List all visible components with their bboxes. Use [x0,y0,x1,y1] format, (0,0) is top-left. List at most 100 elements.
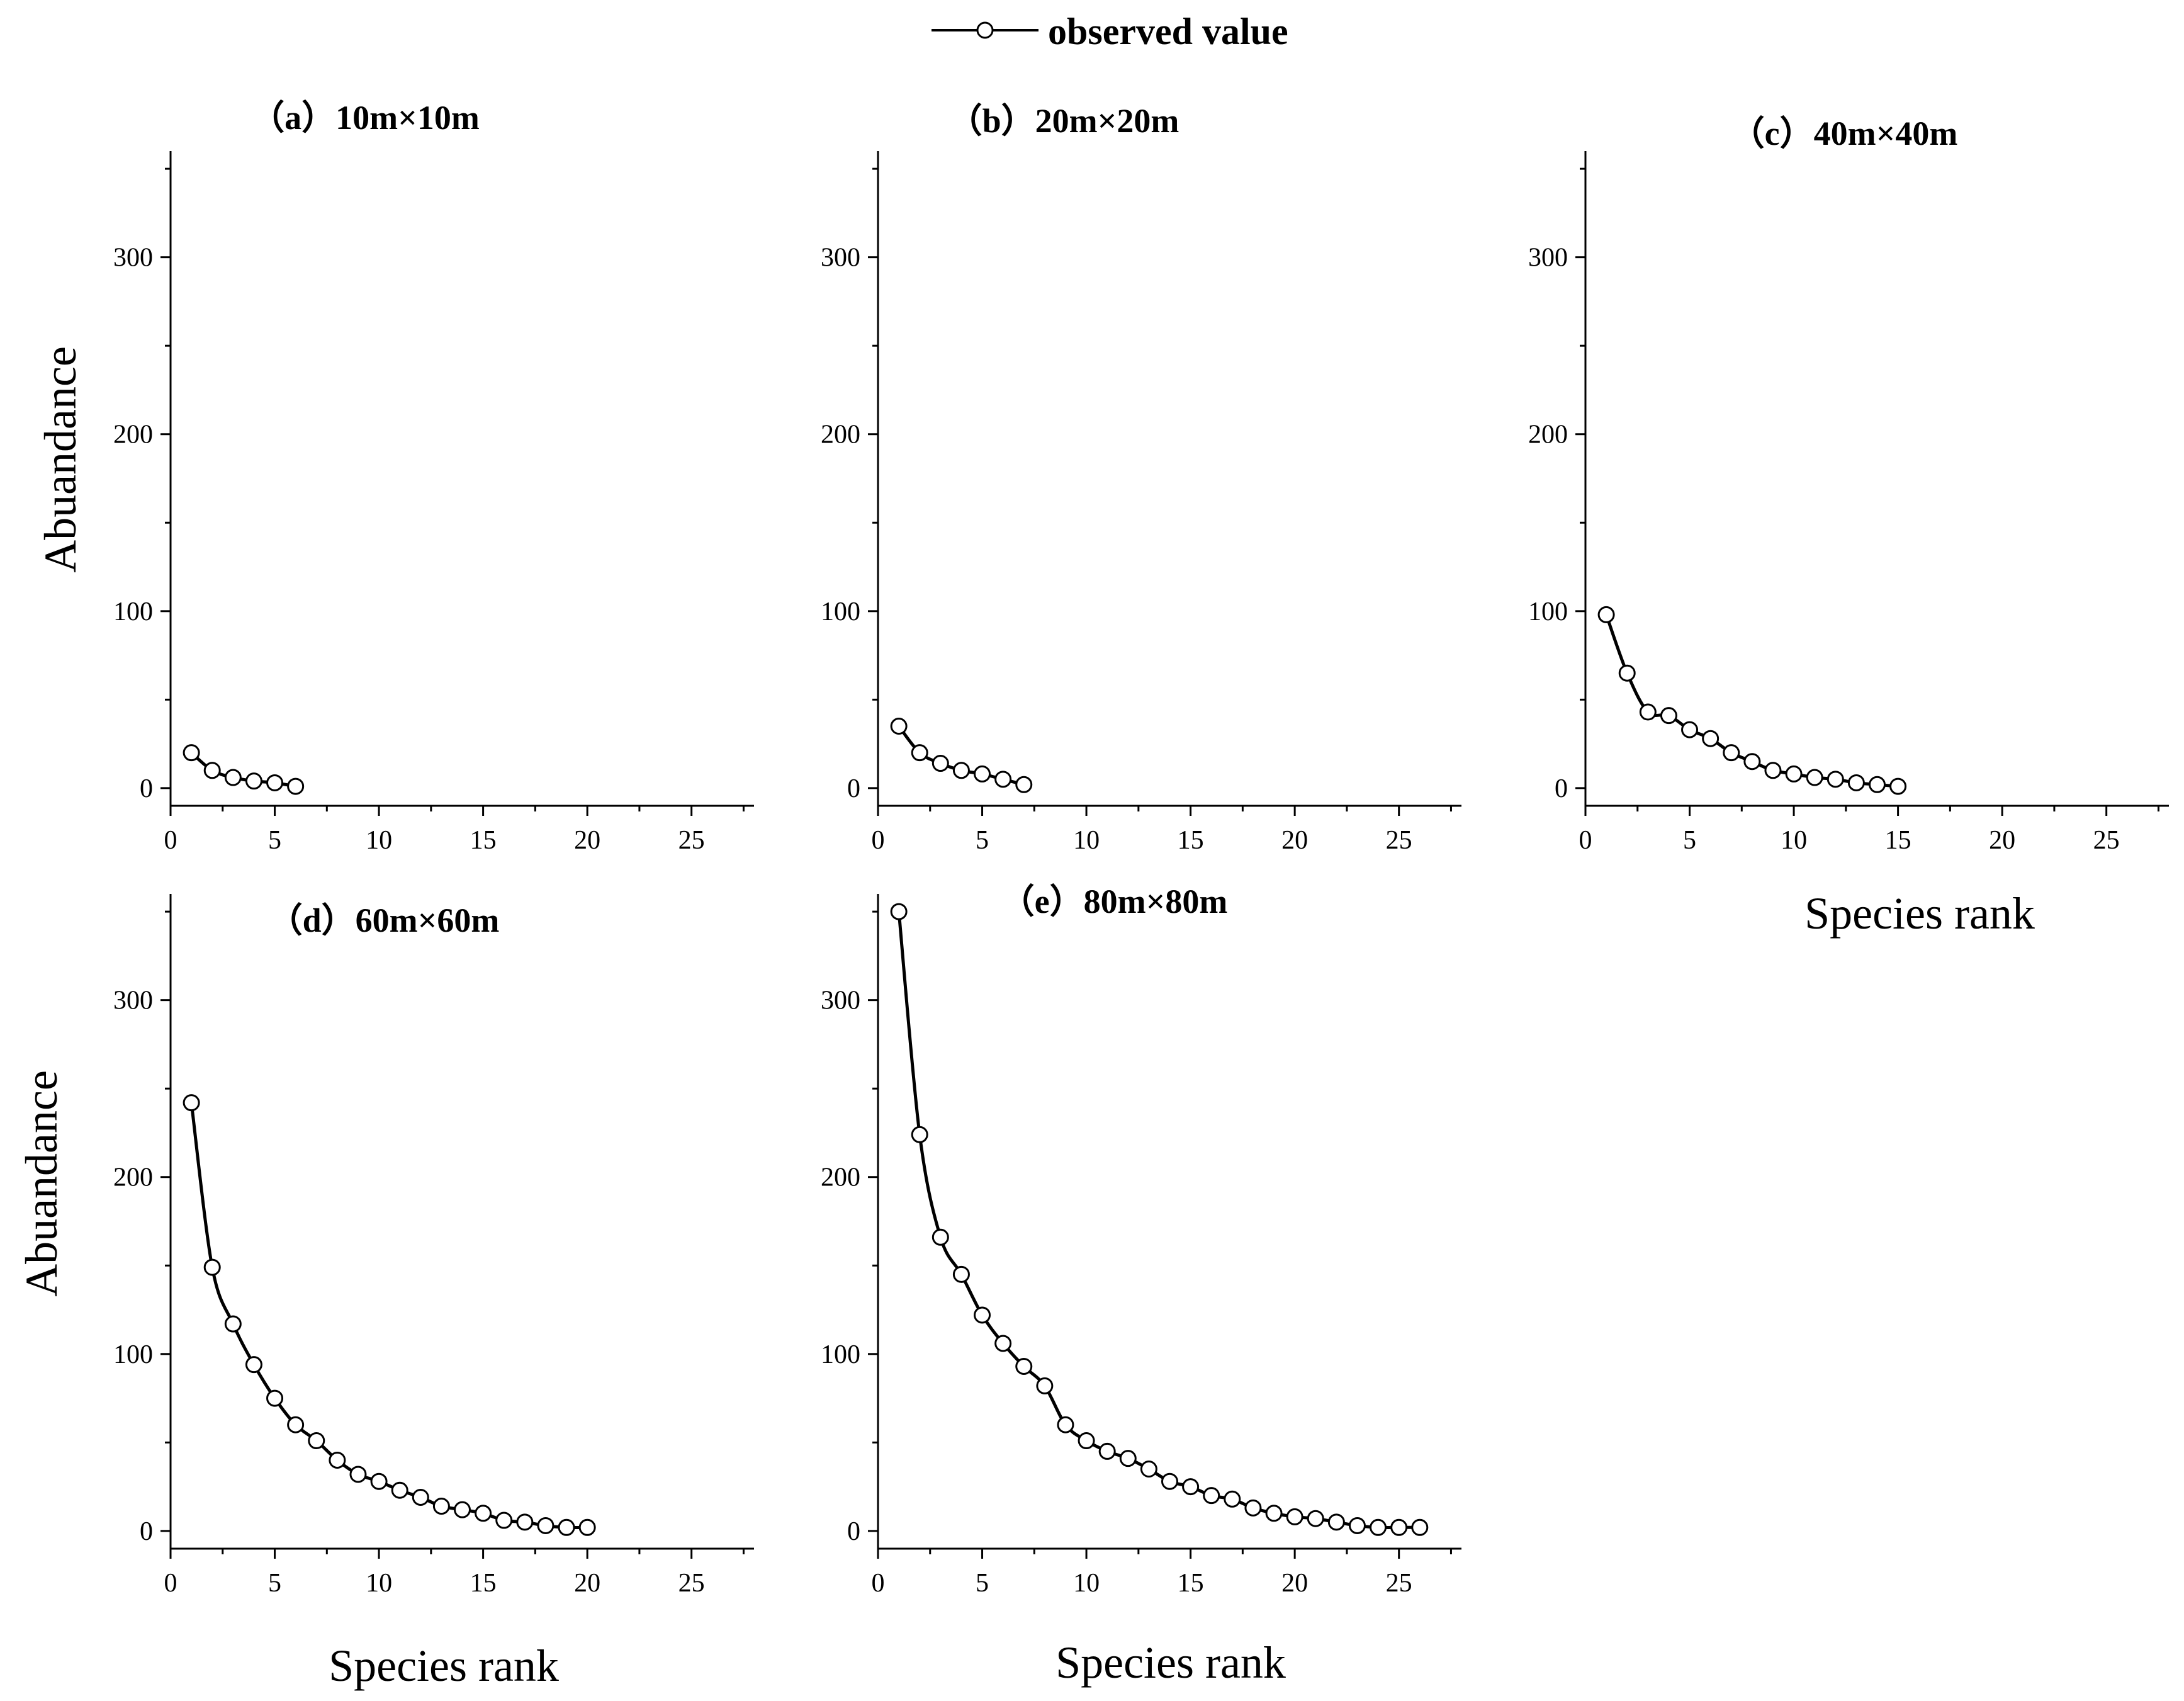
data-point-d-12 [412,1488,429,1506]
series-line-e [897,911,1420,1529]
y-axis-label-d: Abuandance [16,1070,67,1297]
data-point-e-18 [1244,1499,1262,1517]
data-point-c-3 [1639,703,1657,721]
x-tick-label-d: 20 [574,1569,600,1598]
y-axis-label-a: Abuandance [35,346,86,573]
chart-panels: 0 5 10 15 20 250100200300（a）10m×10mAbuandance… [16,99,2169,1691]
x-axis-label-e: Species rank [1055,1637,1286,1688]
chart-panel-c: 0 5 10 15 20 25 0 100 200 300 （c）40m×40m Species ra… [1528,115,2169,939]
data-point-a-1 [183,744,200,762]
x-tick-label-e: 25 [1386,1569,1412,1598]
y-tick-label-c: 0 [1555,774,1568,803]
data-point-e-17 [1224,1490,1241,1508]
y-tick-label-c: 100 [1528,597,1568,626]
data-point-a-2 [203,762,221,779]
data-point-e-25 [1390,1518,1408,1536]
data-point-d-1 [183,1094,200,1112]
y-tick-label-a: 0 [140,774,153,803]
data-point-c-13 [1847,774,1865,791]
data-point-e-7 [1015,1357,1033,1375]
x-tick-label-e: 20 [1281,1569,1308,1598]
data-point-e-22 [1327,1513,1345,1531]
y-tick-label-a: 100 [113,597,153,626]
y-tick-label-c: 300 [1528,244,1568,273]
data-point-a-4 [245,772,262,790]
chart-panel-d: 0 5 10 15 20 25 0 100 200 300 （d）60m×60m Abuandance… [16,894,754,1691]
chart-title-a: （a）10m×10m [250,99,480,137]
chart-title-d: （d）60m×60m [269,901,500,939]
data-point-e-13 [1140,1461,1157,1478]
y-tick-label-c: 200 [1528,421,1568,449]
data-point-e-14 [1161,1472,1178,1490]
y-tick-label-e: 300 [821,986,860,1015]
data-point-e-15 [1182,1478,1200,1496]
x-tick-label-b: 25 [1386,826,1412,855]
chart-title-e: （e）80m×80m [1001,883,1228,920]
x-tick-label-b: 0 [872,826,885,855]
data-point-c-14 [1869,776,1886,793]
data-point-c-15 [1889,777,1907,795]
data-point-d-11 [391,1481,408,1499]
y-tick-label-e: 200 [821,1163,860,1192]
chart-panel-a: 0 5 10 15 20 25 0 100 200 300 （a）10m×10m Abuandance [35,99,754,855]
data-point-d-9 [349,1466,367,1483]
x-tick-label-e: 15 [1178,1569,1204,1598]
data-point-d-3 [224,1315,242,1333]
y-tick-label-a: 300 [113,244,153,273]
data-point-b-5 [974,765,991,783]
x-axis-label-c: Species rank [1804,888,2035,939]
data-point-c-6 [1702,730,1720,747]
data-point-e-9 [1057,1416,1074,1433]
data-point-d-5 [266,1389,284,1407]
x-tick-label-c: 15 [1885,826,1911,855]
data-point-e-19 [1265,1505,1283,1522]
series-line-d [189,1102,588,1529]
data-point-e-5 [974,1306,991,1324]
chart-title-c: （c）40m×40m [1731,115,1958,152]
y-tick-label-b: 300 [821,244,860,273]
data-point-c-4 [1660,707,1677,725]
data-point-d-6 [287,1416,305,1433]
x-tick-label-b: 10 [1073,826,1100,855]
data-point-e-23 [1348,1517,1366,1534]
data-point-e-3 [932,1228,949,1246]
x-tick-label-d: 0 [164,1569,177,1598]
x-axis-label-d: Species rank [329,1641,559,1691]
data-point-e-10 [1078,1432,1095,1450]
x-tick-label-c: 5 [1683,826,1696,855]
x-tick-label-e: 10 [1073,1569,1100,1598]
data-point-b-2 [911,744,928,762]
data-point-b-4 [952,762,970,779]
y-tick-label-e: 100 [821,1340,860,1369]
y-tick-label-a: 200 [113,421,153,449]
data-point-c-1 [1597,606,1615,623]
data-point-c-11 [1806,769,1823,786]
data-point-e-12 [1119,1450,1137,1467]
data-point-e-2 [911,1126,928,1143]
data-point-c-2 [1618,664,1636,682]
x-tick-label-a: 0 [164,826,177,855]
x-tick-label-c: 25 [2093,826,2120,855]
legend-marker-sample [976,21,994,39]
data-point-c-9 [1764,762,1782,779]
y-tick-label-d: 200 [113,1163,153,1192]
chart-panel-e: 0 5 10 15 20 25 0 100 200 300 （e）80m×80m Species ra… [821,883,1461,1688]
data-point-d-7 [308,1432,325,1450]
y-tick-label-d: 100 [113,1340,153,1369]
data-point-e-16 [1203,1487,1220,1505]
data-point-d-17 [516,1513,534,1531]
y-tick-label-e: 0 [847,1517,860,1546]
data-point-e-20 [1286,1508,1303,1525]
x-tick-label-d: 25 [678,1569,705,1598]
data-point-c-10 [1785,765,1803,783]
data-point-a-6 [287,777,305,795]
data-point-b-1 [890,718,908,735]
data-point-e-26 [1411,1518,1429,1536]
x-tick-label-b: 20 [1281,826,1308,855]
data-point-d-2 [203,1258,221,1276]
x-tick-label-a: 5 [268,826,281,855]
data-point-e-6 [994,1335,1012,1352]
x-tick-label-b: 15 [1178,826,1204,855]
legend-label: observed value [1048,11,1288,52]
